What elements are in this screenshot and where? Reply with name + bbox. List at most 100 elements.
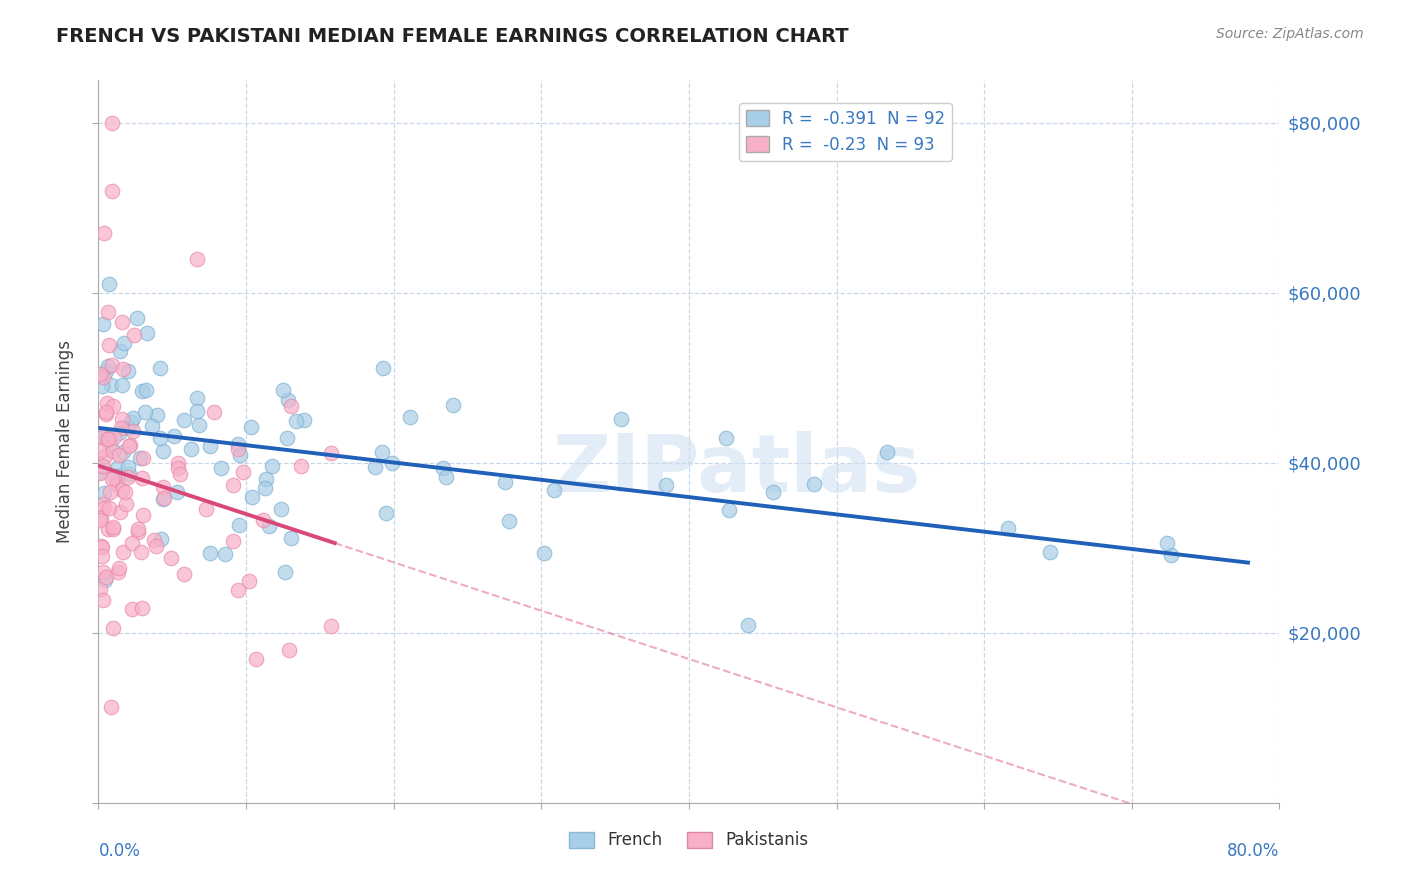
Point bbox=[129, 545, 152, 559]
Point bbox=[186, 391, 208, 405]
Point bbox=[533, 546, 555, 560]
Point bbox=[127, 522, 149, 536]
Point bbox=[89, 467, 111, 481]
Point bbox=[103, 429, 125, 443]
Point bbox=[97, 305, 120, 319]
Point bbox=[93, 500, 115, 515]
Point bbox=[498, 514, 520, 528]
Point bbox=[364, 460, 387, 475]
Point bbox=[371, 445, 394, 459]
Point bbox=[93, 227, 115, 241]
Point bbox=[271, 383, 294, 397]
Point bbox=[98, 338, 121, 352]
Point bbox=[96, 395, 118, 409]
Point bbox=[152, 491, 174, 506]
Text: Source: ZipAtlas.com: Source: ZipAtlas.com bbox=[1216, 27, 1364, 41]
Point bbox=[107, 460, 129, 475]
Text: 80.0%: 80.0% bbox=[1227, 842, 1279, 860]
Point bbox=[103, 519, 125, 533]
Point bbox=[163, 429, 186, 443]
Point bbox=[111, 483, 134, 498]
Point bbox=[91, 497, 114, 511]
Point bbox=[209, 461, 232, 475]
Point bbox=[131, 384, 153, 399]
Point bbox=[110, 420, 132, 434]
Point bbox=[91, 541, 114, 555]
Point bbox=[89, 513, 111, 527]
Point bbox=[1156, 536, 1178, 550]
Point bbox=[117, 467, 139, 481]
Point bbox=[375, 506, 398, 520]
Point bbox=[108, 425, 131, 440]
Point bbox=[105, 476, 128, 491]
Point bbox=[117, 470, 139, 484]
Point bbox=[252, 513, 274, 527]
Point bbox=[152, 491, 174, 505]
Point bbox=[127, 524, 149, 539]
Point bbox=[319, 619, 342, 633]
Point bbox=[122, 424, 145, 438]
Point bbox=[100, 700, 122, 714]
Point bbox=[129, 450, 152, 465]
Point bbox=[98, 485, 121, 500]
Point bbox=[91, 565, 114, 579]
Point bbox=[132, 451, 155, 466]
Point bbox=[97, 359, 120, 373]
Point bbox=[1039, 545, 1062, 559]
Point bbox=[173, 567, 195, 582]
Point bbox=[101, 399, 124, 413]
Point bbox=[121, 410, 143, 425]
Point bbox=[93, 429, 115, 443]
Point bbox=[149, 431, 172, 445]
Point bbox=[117, 420, 139, 434]
Point bbox=[111, 315, 134, 329]
Point bbox=[145, 539, 167, 553]
Point bbox=[90, 539, 112, 553]
Point bbox=[441, 398, 464, 412]
Legend: French, Pakistanis: French, Pakistanis bbox=[562, 824, 815, 856]
Point bbox=[186, 404, 208, 418]
Point bbox=[610, 412, 633, 426]
Point bbox=[876, 444, 898, 458]
Point bbox=[121, 602, 143, 616]
Point bbox=[762, 484, 785, 499]
Point bbox=[228, 442, 250, 456]
Point bbox=[169, 467, 191, 481]
Point bbox=[381, 457, 404, 471]
Point bbox=[94, 450, 117, 464]
Point bbox=[166, 485, 188, 500]
Point bbox=[135, 383, 157, 397]
Point bbox=[274, 566, 297, 580]
Text: 0.0%: 0.0% bbox=[98, 842, 141, 860]
Point bbox=[96, 364, 118, 378]
Point bbox=[117, 460, 139, 475]
Point bbox=[270, 501, 292, 516]
Point bbox=[229, 449, 252, 463]
Point bbox=[173, 413, 195, 427]
Point bbox=[101, 116, 124, 130]
Point bbox=[373, 360, 395, 375]
Point bbox=[90, 511, 112, 525]
Point bbox=[98, 277, 121, 292]
Point bbox=[90, 427, 112, 442]
Point bbox=[114, 485, 136, 500]
Point bbox=[198, 546, 221, 560]
Point bbox=[232, 465, 254, 479]
Text: ZIPatlas: ZIPatlas bbox=[553, 432, 921, 509]
Point bbox=[111, 412, 134, 426]
Point bbox=[186, 252, 208, 266]
Point bbox=[121, 536, 143, 550]
Point bbox=[245, 652, 267, 666]
Point bbox=[202, 405, 225, 419]
Point bbox=[91, 459, 114, 474]
Point bbox=[91, 370, 114, 384]
Point bbox=[90, 430, 112, 444]
Point bbox=[100, 184, 122, 198]
Point bbox=[257, 518, 280, 533]
Point bbox=[125, 311, 148, 326]
Point bbox=[997, 521, 1019, 535]
Point bbox=[103, 621, 125, 635]
Point bbox=[93, 486, 115, 500]
Point bbox=[152, 480, 174, 494]
Point bbox=[89, 582, 111, 596]
